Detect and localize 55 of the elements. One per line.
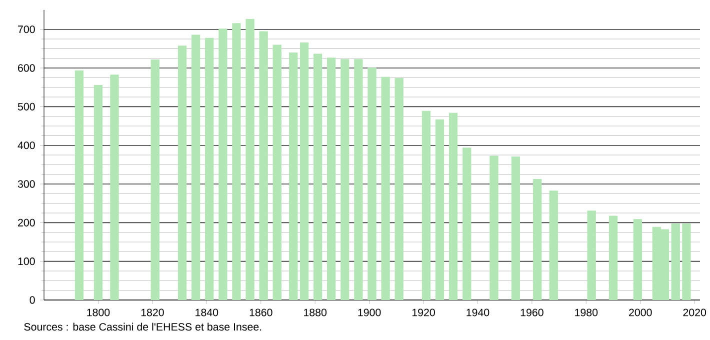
bar (327, 58, 336, 300)
bar (178, 46, 187, 300)
bar (368, 68, 376, 300)
bar (671, 223, 680, 300)
bar (205, 38, 214, 300)
x-tick-label: 1980 (575, 308, 598, 316)
bar (246, 18, 254, 300)
bar (191, 34, 200, 300)
x-tick-label: 1960 (520, 308, 544, 316)
y-tick-label: 0 (30, 296, 35, 304)
y-tick-label: 700 (18, 26, 35, 34)
bar (490, 156, 498, 300)
bar (313, 54, 322, 300)
bar (422, 110, 431, 300)
x-tick-label: 1860 (250, 308, 272, 316)
y-tick-label: 500 (18, 102, 35, 110)
x-tick-label: 2000 (629, 308, 652, 316)
bar (462, 148, 472, 300)
bar (511, 156, 520, 300)
bar (633, 219, 642, 300)
y-tick-label: 200 (18, 218, 35, 226)
y-tick-label: 100 (18, 258, 35, 266)
bar (300, 42, 309, 300)
bar (587, 210, 596, 300)
x-tick-label: 2020 (683, 308, 706, 316)
bar (289, 52, 298, 300)
x-tick-label: 1880 (304, 308, 327, 316)
x-tick-label: 1920 (412, 308, 435, 316)
x-tick-label: 1800 (87, 308, 110, 316)
bar (218, 28, 228, 300)
bar (435, 119, 444, 300)
x-tick-label: 1820 (141, 308, 164, 316)
bar (549, 190, 558, 300)
y-tick-label: 300 (18, 180, 35, 188)
bar (394, 78, 404, 300)
bar (94, 85, 103, 300)
bar (340, 59, 350, 300)
x-tick-label: 1900 (358, 308, 381, 316)
bar (354, 59, 363, 300)
bar (74, 70, 84, 300)
y-tick-label: 400 (18, 142, 35, 150)
y-tick-label: 600 (18, 64, 35, 72)
bar (608, 216, 618, 300)
bar (448, 112, 458, 300)
bar (533, 178, 542, 300)
x-tick-label: 1940 (466, 308, 490, 316)
bar (259, 31, 268, 300)
bar (110, 74, 119, 300)
x-tick-label: 1840 (196, 308, 218, 316)
bar (682, 223, 691, 300)
bar (232, 23, 241, 300)
bar (272, 44, 282, 300)
bar (381, 76, 390, 300)
bar (150, 60, 160, 300)
source-note: Sources : base Cassini de l'EHESS et base Insee. (24, 322, 262, 331)
